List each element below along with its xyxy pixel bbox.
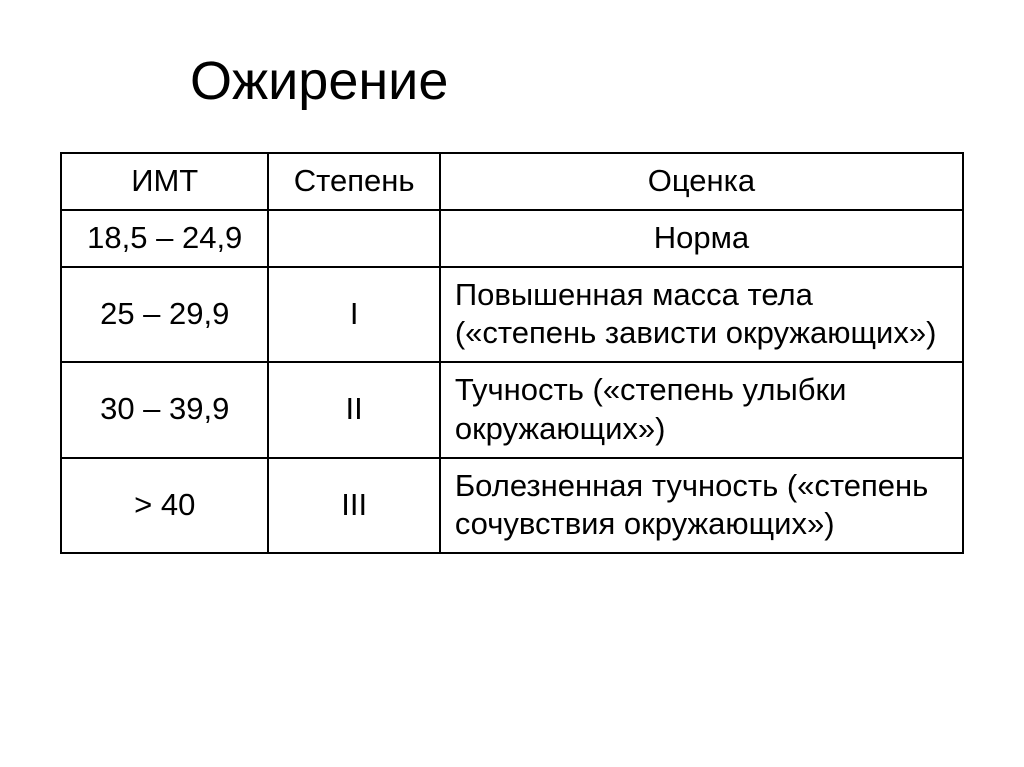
header-imt: ИМТ: [61, 153, 268, 210]
cell-imt: 25 – 29,9: [61, 267, 268, 363]
cell-imt: 18,5 – 24,9: [61, 210, 268, 267]
table-row: 18,5 – 24,9 Норма: [61, 210, 963, 267]
cell-degree: III: [268, 458, 439, 554]
table-row: 30 – 39,9 II Тучность («степень улыбки о…: [61, 362, 963, 458]
cell-assessment: Повышенная масса тела («степень зависти …: [440, 267, 963, 363]
cell-assessment: Тучность («степень улыбки окружающих»): [440, 362, 963, 458]
cell-imt: 30 – 39,9: [61, 362, 268, 458]
header-assessment: Оценка: [440, 153, 963, 210]
cell-degree: [268, 210, 439, 267]
cell-assessment: Болезненная тучность («степень сочувстви…: [440, 458, 963, 554]
table-header-row: ИМТ Степень Оценка: [61, 153, 963, 210]
cell-assessment: Норма: [440, 210, 963, 267]
page-title: Ожирение: [190, 50, 964, 112]
cell-imt: > 40: [61, 458, 268, 554]
table-row: > 40 III Болезненная тучность («степень …: [61, 458, 963, 554]
bmi-table: ИМТ Степень Оценка 18,5 – 24,9 Норма 25 …: [60, 152, 964, 554]
cell-degree: II: [268, 362, 439, 458]
cell-degree: I: [268, 267, 439, 363]
table-row: 25 – 29,9 I Повышенная масса тела («степ…: [61, 267, 963, 363]
header-degree: Степень: [268, 153, 439, 210]
